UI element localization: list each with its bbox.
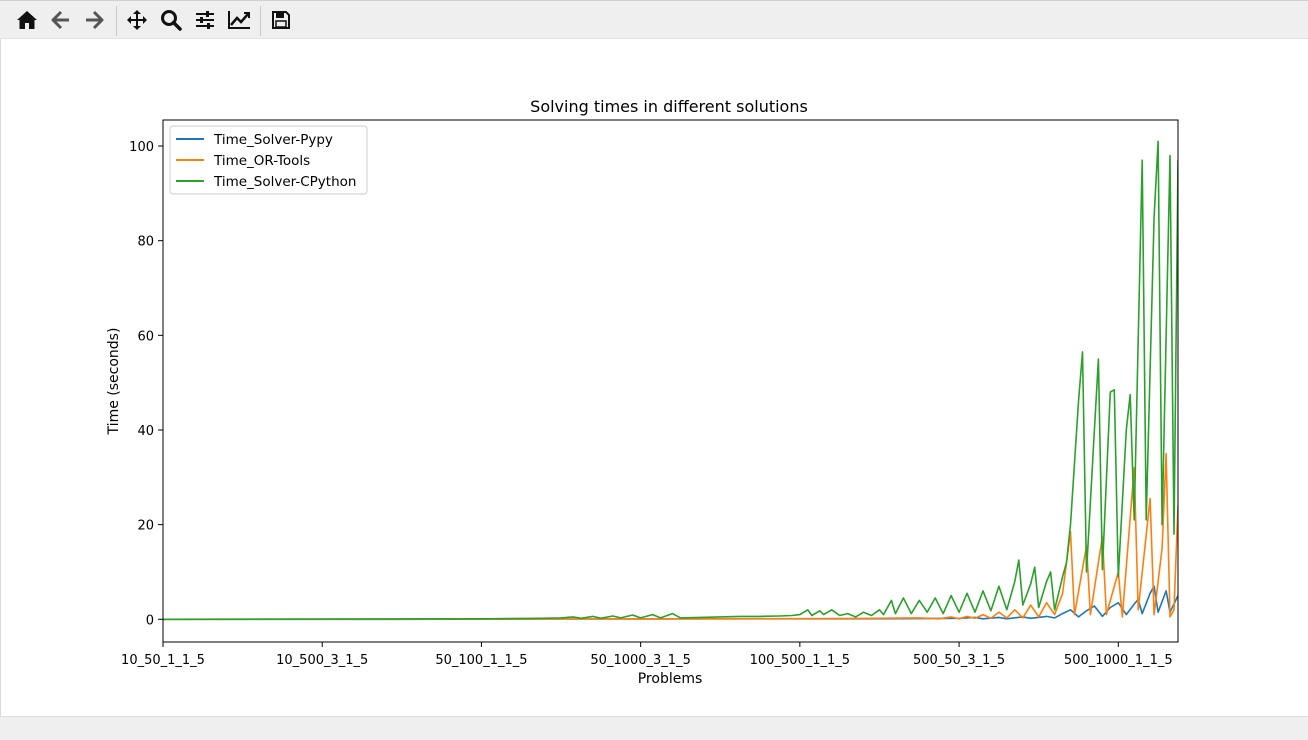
toolbar-separator — [260, 6, 261, 36]
x-axis: 10_50_1_1_5 10_500_3_1_5 50_100_1_1_5 50_10… — [121, 642, 1173, 668]
y-axis-label: Time (seconds) — [106, 328, 122, 436]
back-button[interactable] — [46, 5, 76, 35]
y-tick-label: 60 — [137, 329, 154, 344]
y-tick-label: 100 — [129, 140, 154, 155]
move-icon — [127, 10, 147, 30]
sliders-icon — [196, 11, 214, 29]
x-tick-label: 500_50_3_1_5 — [913, 653, 1005, 668]
axes-frame — [162, 119, 1179, 643]
x-tick-label: 10_50_1_1_5 — [121, 653, 205, 668]
y-axis: 0 20 40 60 80 100 — [129, 140, 163, 628]
subplots-button[interactable] — [190, 5, 220, 35]
arrow-left-icon — [51, 10, 69, 30]
legend: Time_Solver-Pypy Time_OR-Tools Time_Solver… — [169, 125, 368, 195]
legend-entry: Time_Solver-Pypy — [213, 132, 333, 148]
home-button[interactable] — [12, 5, 42, 35]
y-tick-label: 80 — [137, 235, 154, 250]
navigation-toolbar — [0, 0, 1308, 39]
series-line-2 — [163, 452, 1178, 621]
line-chart: Solving times in different solutions 0 20… — [106, 97, 1179, 687]
pan-button[interactable] — [122, 5, 152, 35]
series-line-3 — [163, 140, 1178, 621]
y-tick-label: 40 — [137, 424, 154, 439]
zoom-button[interactable] — [156, 5, 186, 35]
figure-canvas: Solving times in different solutions 0 20… — [0, 39, 1308, 716]
y-tick-label: 0 — [146, 613, 154, 628]
plot-area — [163, 140, 1178, 621]
home-icon — [17, 11, 37, 29]
legend-entry: Time_Solver-CPython — [213, 174, 356, 190]
x-tick-label: 50_1000_3_1_5 — [590, 653, 690, 668]
x-tick-label: 100_500_1_1_5 — [750, 653, 850, 668]
magnifier-icon — [161, 10, 182, 31]
floppy-disk-icon — [272, 11, 290, 29]
x-tick-label: 500_1000_1_1_5 — [1064, 653, 1173, 668]
x-tick-label: 50_100_1_1_5 — [435, 653, 527, 668]
chart-title: Solving times in different solutions — [530, 97, 808, 116]
toolbar-separator — [116, 6, 117, 36]
legend-entry: Time_OR-Tools — [213, 153, 310, 169]
status-bar — [0, 716, 1308, 740]
forward-button[interactable] — [79, 5, 109, 35]
y-tick-label: 20 — [137, 519, 154, 534]
legend-box — [169, 125, 368, 195]
save-button[interactable] — [266, 5, 296, 35]
x-tick-label: 10_500_3_1_5 — [276, 653, 368, 668]
line-chart-icon — [228, 11, 250, 29]
edit-axes-button[interactable] — [224, 5, 254, 35]
x-axis-label: Problems — [638, 671, 703, 687]
arrow-right-icon — [86, 10, 104, 30]
